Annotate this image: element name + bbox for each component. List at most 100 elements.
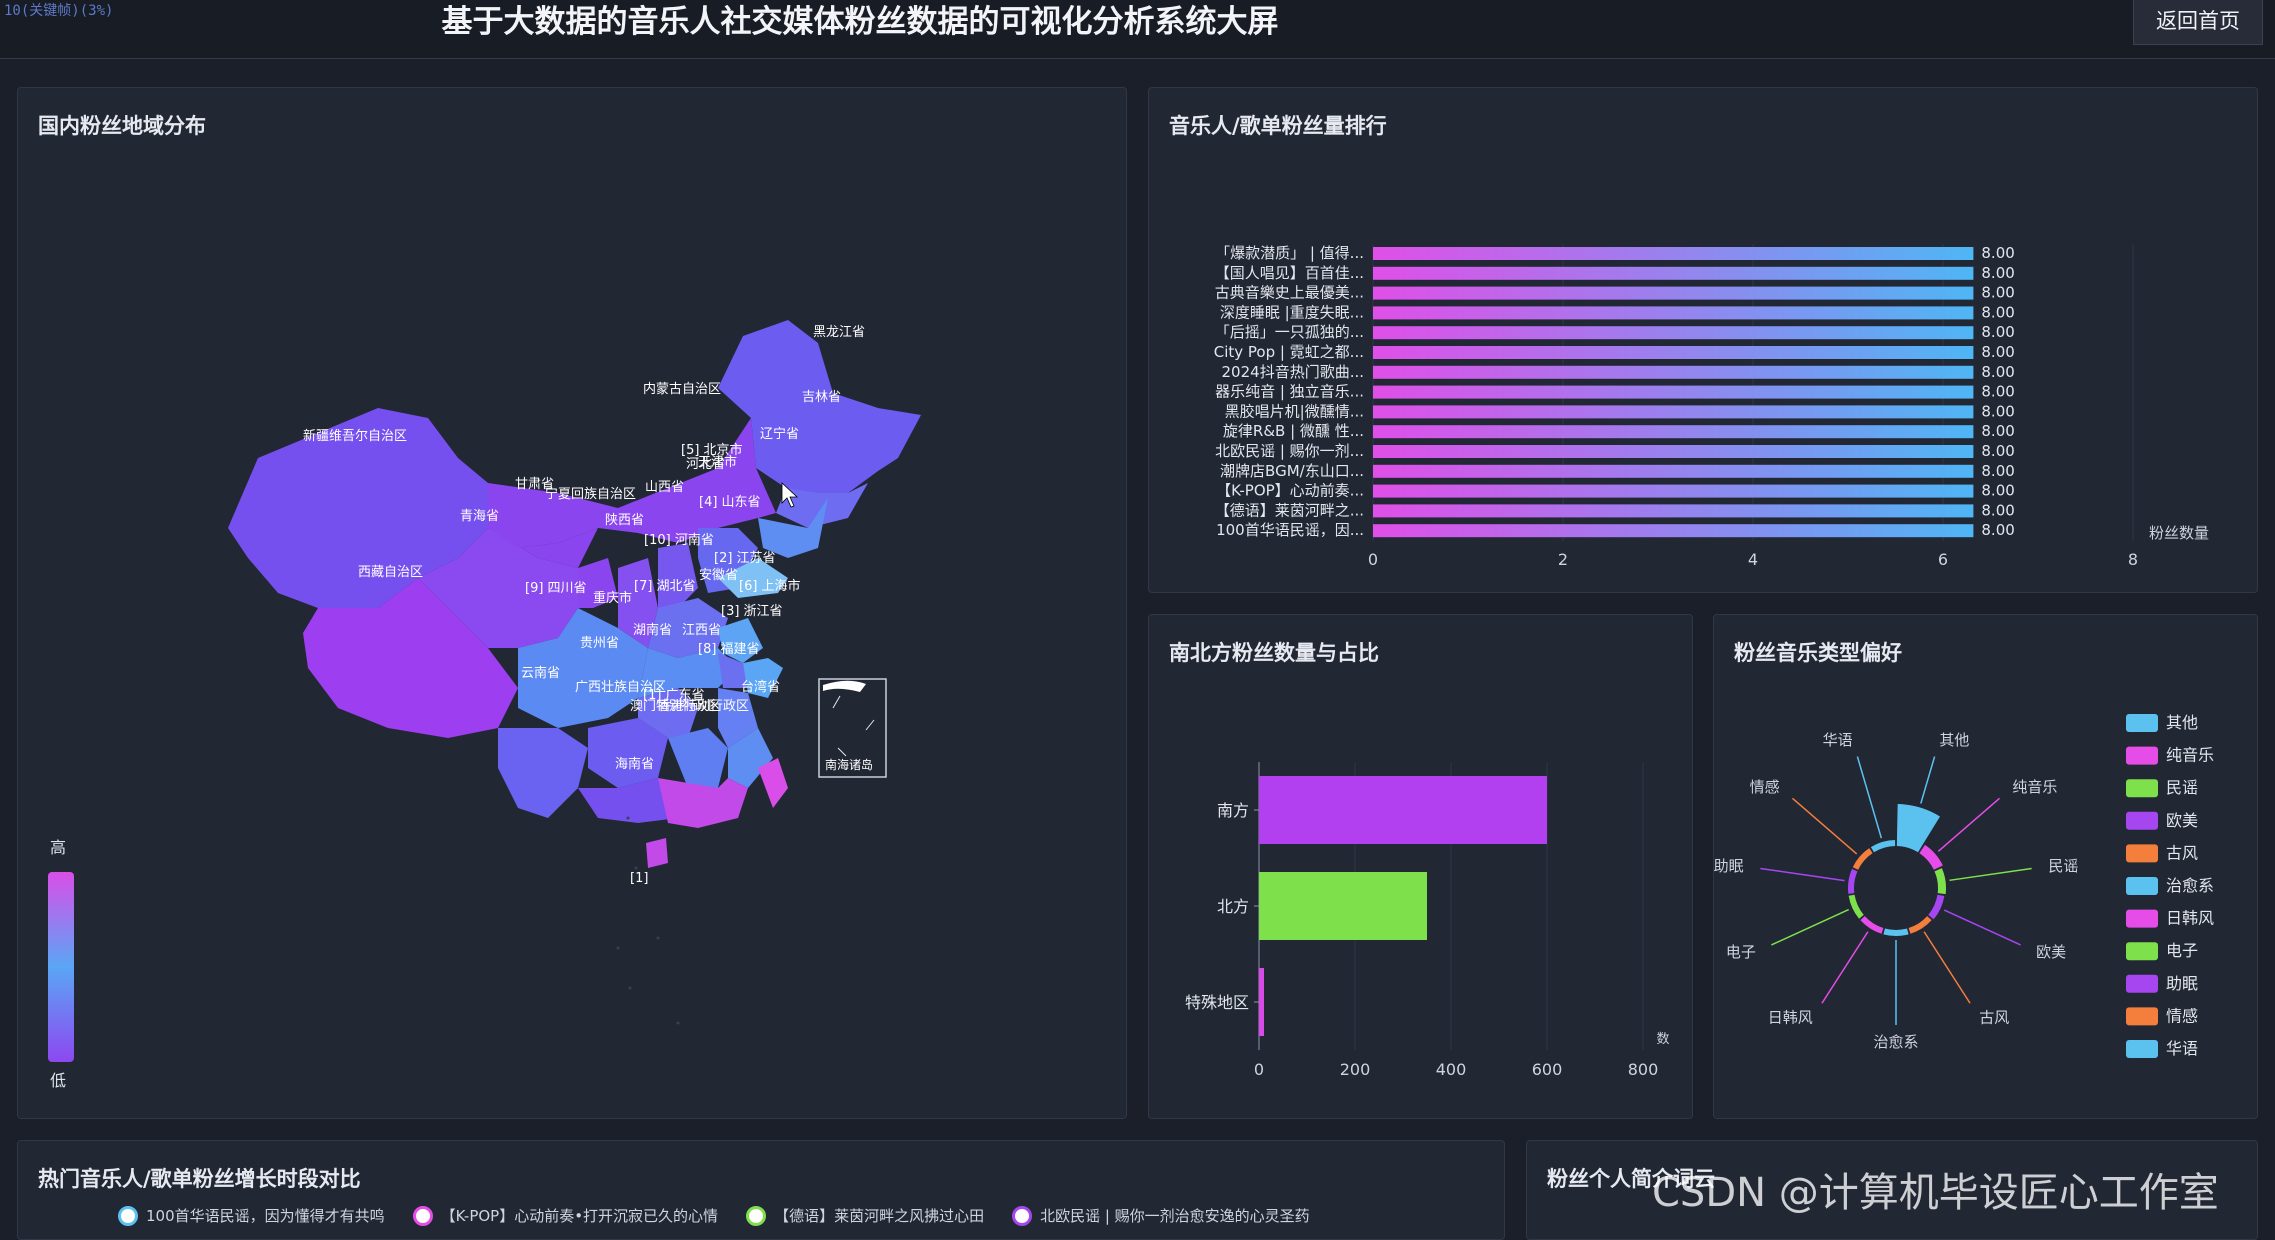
genre-legend-label[interactable]: 民谣: [2166, 778, 2198, 797]
genre-legend-label[interactable]: 情感: [2166, 1006, 2198, 1025]
rank-category-label: 【K-POP】心动前奏...: [1216, 482, 1364, 500]
growth-legend-label: 100首华语民谣，因为懂得才有共鸣: [146, 1207, 385, 1225]
growth-legend-item[interactable]: 【K-POP】心动前奏•打开沉寂已久的心情: [412, 1205, 718, 1226]
genre-slice-label: 纯音乐: [2012, 778, 2057, 796]
map-label: [8] 福建省: [698, 642, 760, 657]
genre-rose-slice[interactable]: [1908, 916, 1932, 934]
genre-rose-slice[interactable]: [1919, 844, 1943, 870]
genre-legend-swatch[interactable]: [2126, 1007, 2158, 1026]
legend-gradient-bar[interactable]: [48, 872, 74, 1062]
visual-map-legend[interactable]: 高 低: [48, 838, 74, 1090]
map-label: 西藏自治区: [358, 565, 423, 580]
genre-legend-label[interactable]: 其他: [2166, 713, 2198, 732]
genre-slice-label: 其他: [1939, 731, 1969, 749]
rank-category-label: 【德语】莱茵河畔之...: [1215, 501, 1364, 519]
rank-bar[interactable]: [1373, 484, 1974, 498]
genre-legend-label[interactable]: 古风: [2166, 843, 2198, 862]
rank-bar[interactable]: [1373, 346, 1974, 359]
ns-x-tick: 200: [1340, 1060, 1371, 1079]
island-label: [1]: [630, 871, 648, 886]
map-label: 香港特别行政区: [658, 699, 749, 714]
growth-legend-item[interactable]: 【德语】莱茵河畔之风拂过心田: [746, 1205, 984, 1226]
genre-legend-swatch[interactable]: [2126, 844, 2158, 863]
ns-bar[interactable]: [1259, 776, 1547, 844]
rank-bar[interactable]: [1373, 266, 1974, 280]
genre-legend-swatch[interactable]: [2126, 909, 2158, 928]
rank-bar[interactable]: [1373, 247, 1974, 260]
rank-value-label: 8.00: [1981, 462, 2014, 480]
map-label: 天津市: [698, 454, 737, 470]
genre-slice-label: 欧美: [2036, 943, 2066, 961]
genre-legend-swatch[interactable]: [2126, 714, 2158, 732]
map-label: 安徽省: [699, 568, 738, 583]
map-label: 云南省: [521, 665, 560, 681]
genre-legend-swatch[interactable]: [2126, 746, 2158, 765]
rank-category-label: 黑胶唱片机|微醺情...: [1225, 402, 1364, 420]
rank-bar[interactable]: [1373, 385, 1974, 399]
nanhai-label: 南海诸岛: [825, 757, 873, 772]
genre-leader-line: [1791, 797, 1858, 855]
genre-legend-swatch[interactable]: [2126, 974, 2158, 993]
legend-dot-icon: [118, 1205, 138, 1226]
genre-legend-label[interactable]: 纯音乐: [2166, 746, 2214, 765]
rank-value-label: 8.00: [1981, 521, 2014, 539]
genre-legend-swatch[interactable]: [2126, 877, 2158, 895]
genre-legend-swatch[interactable]: [2126, 811, 2158, 830]
rank-category-label: 「后摇」一只孤独的...: [1215, 323, 1364, 341]
rank-bar[interactable]: [1373, 286, 1974, 300]
genre-rose-slice[interactable]: [1848, 894, 1864, 919]
rank-panel: 音乐人/歌单粉丝量排行 0 2 4 6 8 粉丝数量 「爆款潜质」 | 值得... 8.00 【…: [1148, 87, 2258, 593]
rank-category-label: 器乐纯音 | 独立音乐...: [1215, 383, 1364, 401]
genre-leader-line: [1943, 909, 2021, 946]
rank-value-label: 8.00: [1981, 244, 2014, 262]
rank-bar[interactable]: [1373, 524, 1974, 538]
genre-legend-label[interactable]: 欧美: [2166, 811, 2198, 830]
rank-category-label: 【国人唱见】百首佳...: [1215, 264, 1364, 282]
genre-legend-swatch[interactable]: [2126, 942, 2158, 961]
genre-rose-slice[interactable]: [1848, 868, 1858, 894]
map-label: 贵州省: [580, 636, 619, 651]
map-regions[interactable]: [228, 320, 921, 868]
genre-rose-slice[interactable]: [1896, 804, 1940, 853]
genre-leader-line: [1760, 867, 1845, 882]
map-label: 重庆市: [593, 590, 632, 606]
genre-rose-slice[interactable]: [1852, 848, 1873, 870]
genre-slice-label: 民谣: [2048, 857, 2078, 875]
rank-bar[interactable]: [1373, 326, 1974, 340]
home-button[interactable]: 返回首页: [2133, 0, 2263, 45]
ns-x-tick: 800: [1628, 1060, 1659, 1079]
genre-legend-swatch[interactable]: [2126, 779, 2158, 798]
genre-legend-label[interactable]: 华语: [2166, 1039, 2198, 1058]
rank-bar[interactable]: [1373, 464, 1974, 478]
legend-dot-icon: [1012, 1205, 1033, 1226]
ns-bar[interactable]: [1259, 872, 1427, 940]
rank-bar[interactable]: [1373, 504, 1974, 518]
rank-bar[interactable]: [1373, 445, 1974, 458]
genre-rose-slice[interactable]: [1860, 916, 1884, 934]
genre-legend-label[interactable]: 治愈系: [2166, 876, 2214, 895]
growth-legend-item[interactable]: 100首华语民谣，因为懂得才有共鸣: [118, 1205, 385, 1226]
rank-bar[interactable]: [1373, 425, 1974, 439]
genre-rose-slice[interactable]: [1928, 894, 1945, 920]
map-label: 江西省: [682, 623, 721, 638]
ns-category-label: 北方: [1217, 897, 1249, 916]
genre-rose-slice[interactable]: [1870, 840, 1896, 853]
genre-rose-slice[interactable]: [1934, 868, 1946, 895]
legend-dot-icon: [746, 1205, 767, 1226]
legend-dot-icon: [412, 1205, 433, 1226]
genre-legend-swatch[interactable]: [2126, 1040, 2158, 1058]
map-label: 陕西省: [605, 513, 644, 528]
genre-leader-line: [1771, 908, 1850, 946]
ns-bar[interactable]: [1259, 968, 1264, 1036]
map-label: 青海省: [460, 509, 499, 524]
growth-legend-item[interactable]: 北欧民谣 | 赐你一剂治愈安逸的心灵圣药: [1012, 1205, 1310, 1226]
genre-slice-label: 情感: [1750, 778, 1780, 796]
rank-bar[interactable]: [1373, 365, 1974, 379]
genre-legend-label[interactable]: 日韩风: [2166, 909, 2214, 928]
rank-bar[interactable]: [1373, 306, 1974, 320]
genre-legend-label[interactable]: 电子: [2166, 941, 2198, 960]
genre-panel: 粉丝音乐类型偏好 其他 纯音乐 民谣 欧美 古风 治愈系 日韩风 电子 助眠 情感 华语 其他 纯音乐民…: [1713, 614, 2258, 1119]
genre-rose-slice[interactable]: [1883, 928, 1909, 936]
rank-bar[interactable]: [1373, 405, 1974, 419]
genre-legend-label[interactable]: 助眠: [2166, 974, 2198, 993]
